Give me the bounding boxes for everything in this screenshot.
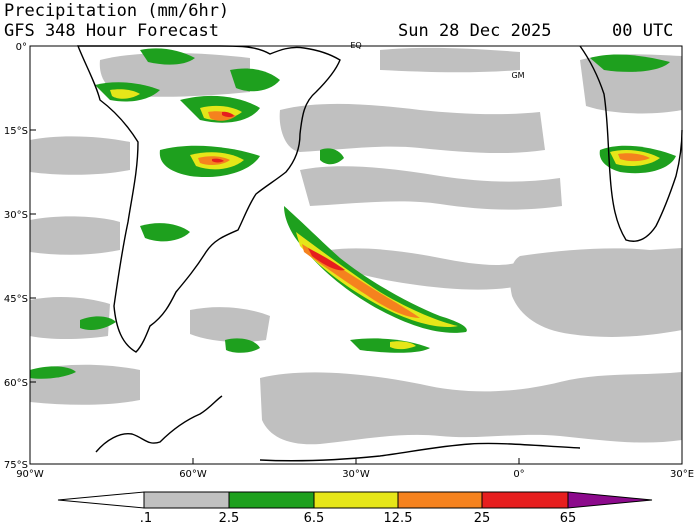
lon-label: 90°W	[16, 469, 44, 480]
axis-ticks	[29, 45, 683, 465]
colorbar-tick-label: 12.5	[384, 511, 413, 525]
colorbar-segment	[313, 491, 399, 509]
colorbar	[57, 491, 653, 509]
africa-coast	[579, 45, 683, 242]
coastlines	[76, 45, 683, 462]
colorbar-tick-label: 6.5	[304, 511, 325, 525]
lat-label: 60°S	[4, 378, 28, 389]
lat-label: 0°	[16, 42, 27, 53]
forecast-subtitle: GFS 348 Hour Forecast	[4, 21, 219, 41]
lon-label: 60°W	[179, 469, 207, 480]
precip-light-layer	[30, 47, 682, 445]
colorbar-segment	[57, 491, 145, 509]
colorbar-segment	[228, 491, 315, 509]
lon-label: 30°W	[342, 469, 370, 480]
colorbar-segment	[567, 491, 653, 509]
greenwich-meridian-label: GM	[511, 71, 524, 80]
colorbar-segment	[397, 491, 483, 509]
lat-label: 75°S	[4, 460, 28, 471]
colorbar-tick-label: 25	[474, 511, 491, 525]
south-america-coast	[76, 45, 341, 353]
colorbar-segment	[143, 491, 230, 509]
lat-label: 15°S	[4, 126, 28, 137]
precip-extreme-layer	[212, 111, 345, 271]
colorbar-tick-label: 65	[560, 511, 577, 525]
colorbar-segment	[481, 491, 569, 509]
forecast-time: 00 UTC	[612, 21, 674, 41]
lat-label: 30°S	[4, 210, 28, 221]
lat-label: 45°S	[4, 294, 28, 305]
forecast-date: Sun 28 Dec 2025	[398, 21, 552, 41]
lon-label: 30°E	[670, 469, 694, 480]
lon-label: 0°	[513, 469, 524, 480]
colorbar-tick-label: .1	[140, 511, 152, 525]
antarctica-coast	[95, 395, 581, 462]
colorbar-tick-label: 2.5	[219, 511, 240, 525]
equator-label: EQ	[350, 41, 361, 50]
chart-title: Precipitation (mm/6hr)	[4, 1, 230, 21]
